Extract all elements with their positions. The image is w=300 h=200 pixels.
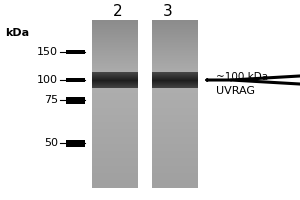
Bar: [66, 78, 85, 82]
Bar: [66, 50, 85, 54]
Text: 100: 100: [37, 75, 58, 85]
Text: ~100 kDa: ~100 kDa: [216, 72, 268, 82]
Text: 150: 150: [37, 47, 58, 57]
Text: UVRAG: UVRAG: [216, 86, 255, 96]
Text: kDa: kDa: [5, 28, 29, 38]
Text: 75: 75: [44, 95, 58, 105]
Text: 50: 50: [44, 138, 58, 148]
Bar: [66, 140, 85, 146]
Text: 2: 2: [113, 4, 123, 20]
Bar: [66, 97, 85, 104]
Text: 3: 3: [163, 4, 173, 20]
